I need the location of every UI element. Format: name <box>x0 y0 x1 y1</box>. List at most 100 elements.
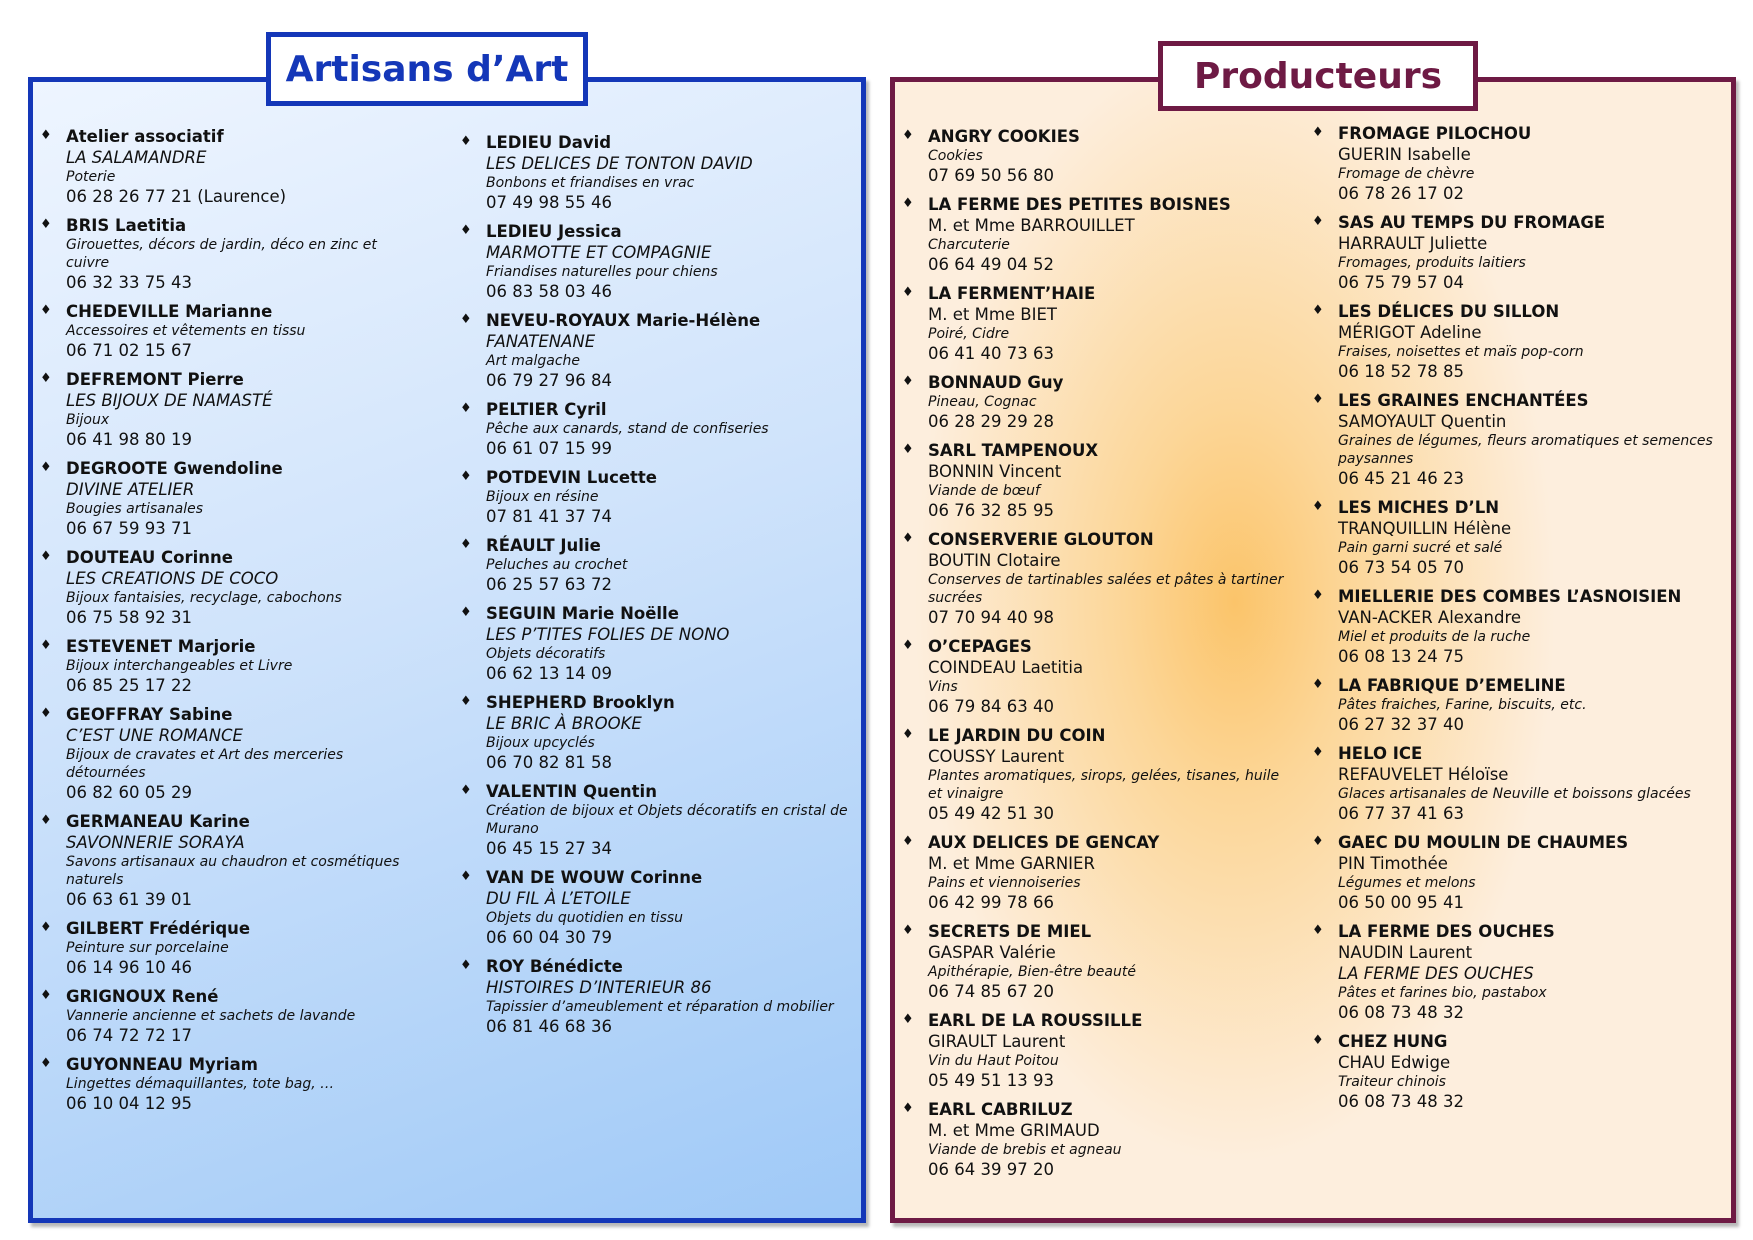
diamond-bullet-icon: ♦ <box>1312 834 1324 849</box>
entry-person: CHAU Edwige <box>1338 1053 1451 1072</box>
directory-entry: ♦ CHEDEVILLE Marianne Accessoires et vêtem… <box>36 301 416 361</box>
entry-name: CONSERVERIE GLOUTON <box>928 530 1154 549</box>
entry-person: GIRAULT Laurent <box>928 1032 1066 1051</box>
entry-person: NAUDIN Laurent <box>1338 943 1473 962</box>
entry-business: DU FIL À L’ETOILE <box>486 889 631 908</box>
entry-phone: 06 60 04 30 79 <box>486 928 612 947</box>
entry-phone: 07 81 41 37 74 <box>486 507 612 526</box>
diamond-bullet-icon: ♦ <box>40 638 52 653</box>
diamond-bullet-icon: ♦ <box>1312 214 1324 229</box>
entry-description: Légumes et melons <box>1338 875 1476 891</box>
entry-business: LES BIJOUX DE NAMASTÉ <box>66 391 273 410</box>
entry-description: Art malgache <box>486 353 581 369</box>
entry-name: LES DÉLICES DU SILLON <box>1338 302 1560 321</box>
directory-entry: ♦ ROY Bénédicte HISTOIRES D’INTERIEUR 86 Ta… <box>456 956 856 1037</box>
entry-description: Tapissier d’ameublement et réparation d … <box>486 999 834 1015</box>
entry-phone: 05 49 51 13 93 <box>928 1071 1054 1090</box>
entry-description: Fromage de chèvre <box>1338 166 1475 182</box>
directory-entry: ♦ CHEZ HUNG CHAU Edwige Traiteur chinois 06 … <box>1308 1031 1728 1112</box>
entry-name: GRIGNOUX René <box>66 987 219 1006</box>
entry-description: Conserves de tartinables salées et pâtes… <box>928 572 1284 606</box>
entry-name: CHEDEVILLE Marianne <box>66 302 273 321</box>
entry-description: Pain garni sucré et salé <box>1338 540 1503 556</box>
directory-entry: ♦ LA FERME DES PETITES BOISNES M. et Mme B… <box>898 194 1293 275</box>
entry-description: Bijoux <box>66 412 110 428</box>
entry-description: Poiré, Cidre <box>928 326 1010 342</box>
diamond-bullet-icon: ♦ <box>902 727 914 742</box>
entry-phone: 06 70 82 81 58 <box>486 753 612 772</box>
entry-business: FANATENANE <box>486 332 596 351</box>
entry-name: BRIS Laetitia <box>66 216 187 235</box>
entry-name: DOUTEAU Corinne <box>66 548 233 567</box>
directory-entry: ♦ NEVEU-ROYAUX Marie-Hélène FANATENANE Art … <box>456 310 856 391</box>
entry-phone: 06 81 46 68 36 <box>486 1017 612 1036</box>
entry-name: DEGROOTE Gwendoline <box>66 459 283 478</box>
entry-phone: 06 64 49 04 52 <box>928 255 1054 274</box>
directory-entry: ♦ SARL TAMPENOUX BONNIN Vincent Viande de b… <box>898 440 1293 521</box>
entry-phone: 06 83 58 03 46 <box>486 282 612 301</box>
entry-person: BOUTIN Clotaire <box>928 551 1061 570</box>
diamond-bullet-icon: ♦ <box>40 920 52 935</box>
entry-description: Traiteur chinois <box>1338 1074 1446 1090</box>
directory-entry: ♦ LES DÉLICES DU SILLON MÉRIGOT Adeline Fra… <box>1308 301 1728 382</box>
entry-person: M. et Mme BIET <box>928 305 1057 324</box>
entry-name: LES GRAINES ENCHANTÉES <box>1338 391 1589 410</box>
directory-entry: ♦ LA FERME DES OUCHES NAUDIN Laurent LA FER… <box>1308 921 1728 1023</box>
entry-name: SECRETS DE MIEL <box>928 922 1092 941</box>
entry-phone: 06 76 32 85 95 <box>928 501 1054 520</box>
entry-description: Savons artisanaux au chaudron et cosméti… <box>66 854 400 888</box>
entry-name: Atelier associatif <box>66 127 224 146</box>
entry-phone: 06 08 73 48 32 <box>1338 1003 1464 1022</box>
directory-entry: ♦ O’CEPAGES COINDEAU Laetitia Vins 06 79 84 … <box>898 636 1293 717</box>
entry-description: Bougies artisanales <box>66 501 204 517</box>
entry-business: SAVONNERIE SORAYA <box>66 833 245 852</box>
entry-person: REFAUVELET Héloïse <box>1338 765 1509 784</box>
entry-phone: 06 85 25 17 22 <box>66 676 192 695</box>
diamond-bullet-icon: ♦ <box>460 537 472 552</box>
producteurs-column-2: ♦ FROMAGE PILOCHOU GUERIN Isabelle Fromage … <box>1308 123 1728 1120</box>
directory-entry: ♦ MIELLERIE DES COMBES L’ASNOISIEN VAN-ACK… <box>1308 586 1728 667</box>
entry-phone: 06 78 26 17 02 <box>1338 184 1464 203</box>
entry-person: COINDEAU Laetitia <box>928 658 1084 677</box>
directory-entry: ♦ LES MICHES D’LN TRANQUILLIN Hélène Pain g… <box>1308 497 1728 578</box>
diamond-bullet-icon: ♦ <box>40 217 52 232</box>
entry-name: CHEZ HUNG <box>1338 1032 1448 1051</box>
entry-phone: 07 49 98 55 46 <box>486 193 612 212</box>
diamond-bullet-icon: ♦ <box>40 460 52 475</box>
diamond-bullet-icon: ♦ <box>460 783 472 798</box>
diamond-bullet-icon: ♦ <box>1312 125 1324 140</box>
entry-phone: 06 62 13 14 09 <box>486 664 612 683</box>
artisans-column-2: ♦ LEDIEU David LES DELICES DE TONTON DAVID… <box>456 132 856 1045</box>
entry-phone: 06 28 26 77 21 (Laurence) <box>66 187 287 206</box>
entry-phone: 06 18 52 78 85 <box>1338 362 1464 381</box>
diamond-bullet-icon: ♦ <box>1312 499 1324 514</box>
entry-phone: 06 79 27 96 84 <box>486 371 612 390</box>
entry-description: Cookies <box>928 148 983 164</box>
directory-entry: ♦ GUYONNEAU Myriam Lingettes démaquillante… <box>36 1054 416 1114</box>
entry-phone: 06 45 21 46 23 <box>1338 469 1464 488</box>
directory-entry: ♦ BRIS Laetitia Girouettes, décors de jard… <box>36 215 416 293</box>
artisans-title: Artisans d’Art <box>266 32 588 106</box>
entry-description: Friandises naturelles pour chiens <box>486 264 718 280</box>
entry-business: MARMOTTE ET COMPAGNIE <box>486 243 712 262</box>
entry-phone: 06 82 60 05 29 <box>66 783 192 802</box>
entry-description: Fraises, noisettes et maïs pop-corn <box>1338 344 1584 360</box>
diamond-bullet-icon: ♦ <box>40 128 52 143</box>
entry-phone: 06 14 96 10 46 <box>66 958 192 977</box>
entry-name: PELTIER Cyril <box>486 400 607 419</box>
entry-description: Pâtes fraiches, Farine, biscuits, etc. <box>1338 697 1587 713</box>
directory-entry: ♦ Atelier associatif LA SALAMANDRE Poterie 0… <box>36 126 416 207</box>
entry-name: SHEPHERD Brooklyn <box>486 693 675 712</box>
entry-name: AUX DELICES DE GENCAY <box>928 833 1160 852</box>
entry-person: GUERIN Isabelle <box>1338 145 1471 164</box>
entry-person: HARRAULT Juliette <box>1338 234 1488 253</box>
directory-entry: ♦ LES GRAINES ENCHANTÉES SAMOYAULT Quentin… <box>1308 390 1728 489</box>
entry-person: TRANQUILLIN Hélène <box>1338 519 1512 538</box>
directory-entry: ♦ EARL CABRILUZ M. et Mme GRIMAUD Viande de… <box>898 1099 1293 1180</box>
entry-phone: 06 74 85 67 20 <box>928 982 1054 1001</box>
entry-person: M. et Mme BARROUILLET <box>928 216 1135 235</box>
entry-business: LES CREATIONS DE COCO <box>66 569 279 588</box>
entry-business: LES DELICES DE TONTON DAVID <box>486 154 753 173</box>
diamond-bullet-icon: ♦ <box>460 958 472 973</box>
entry-phone: 06 42 99 78 66 <box>928 893 1054 912</box>
